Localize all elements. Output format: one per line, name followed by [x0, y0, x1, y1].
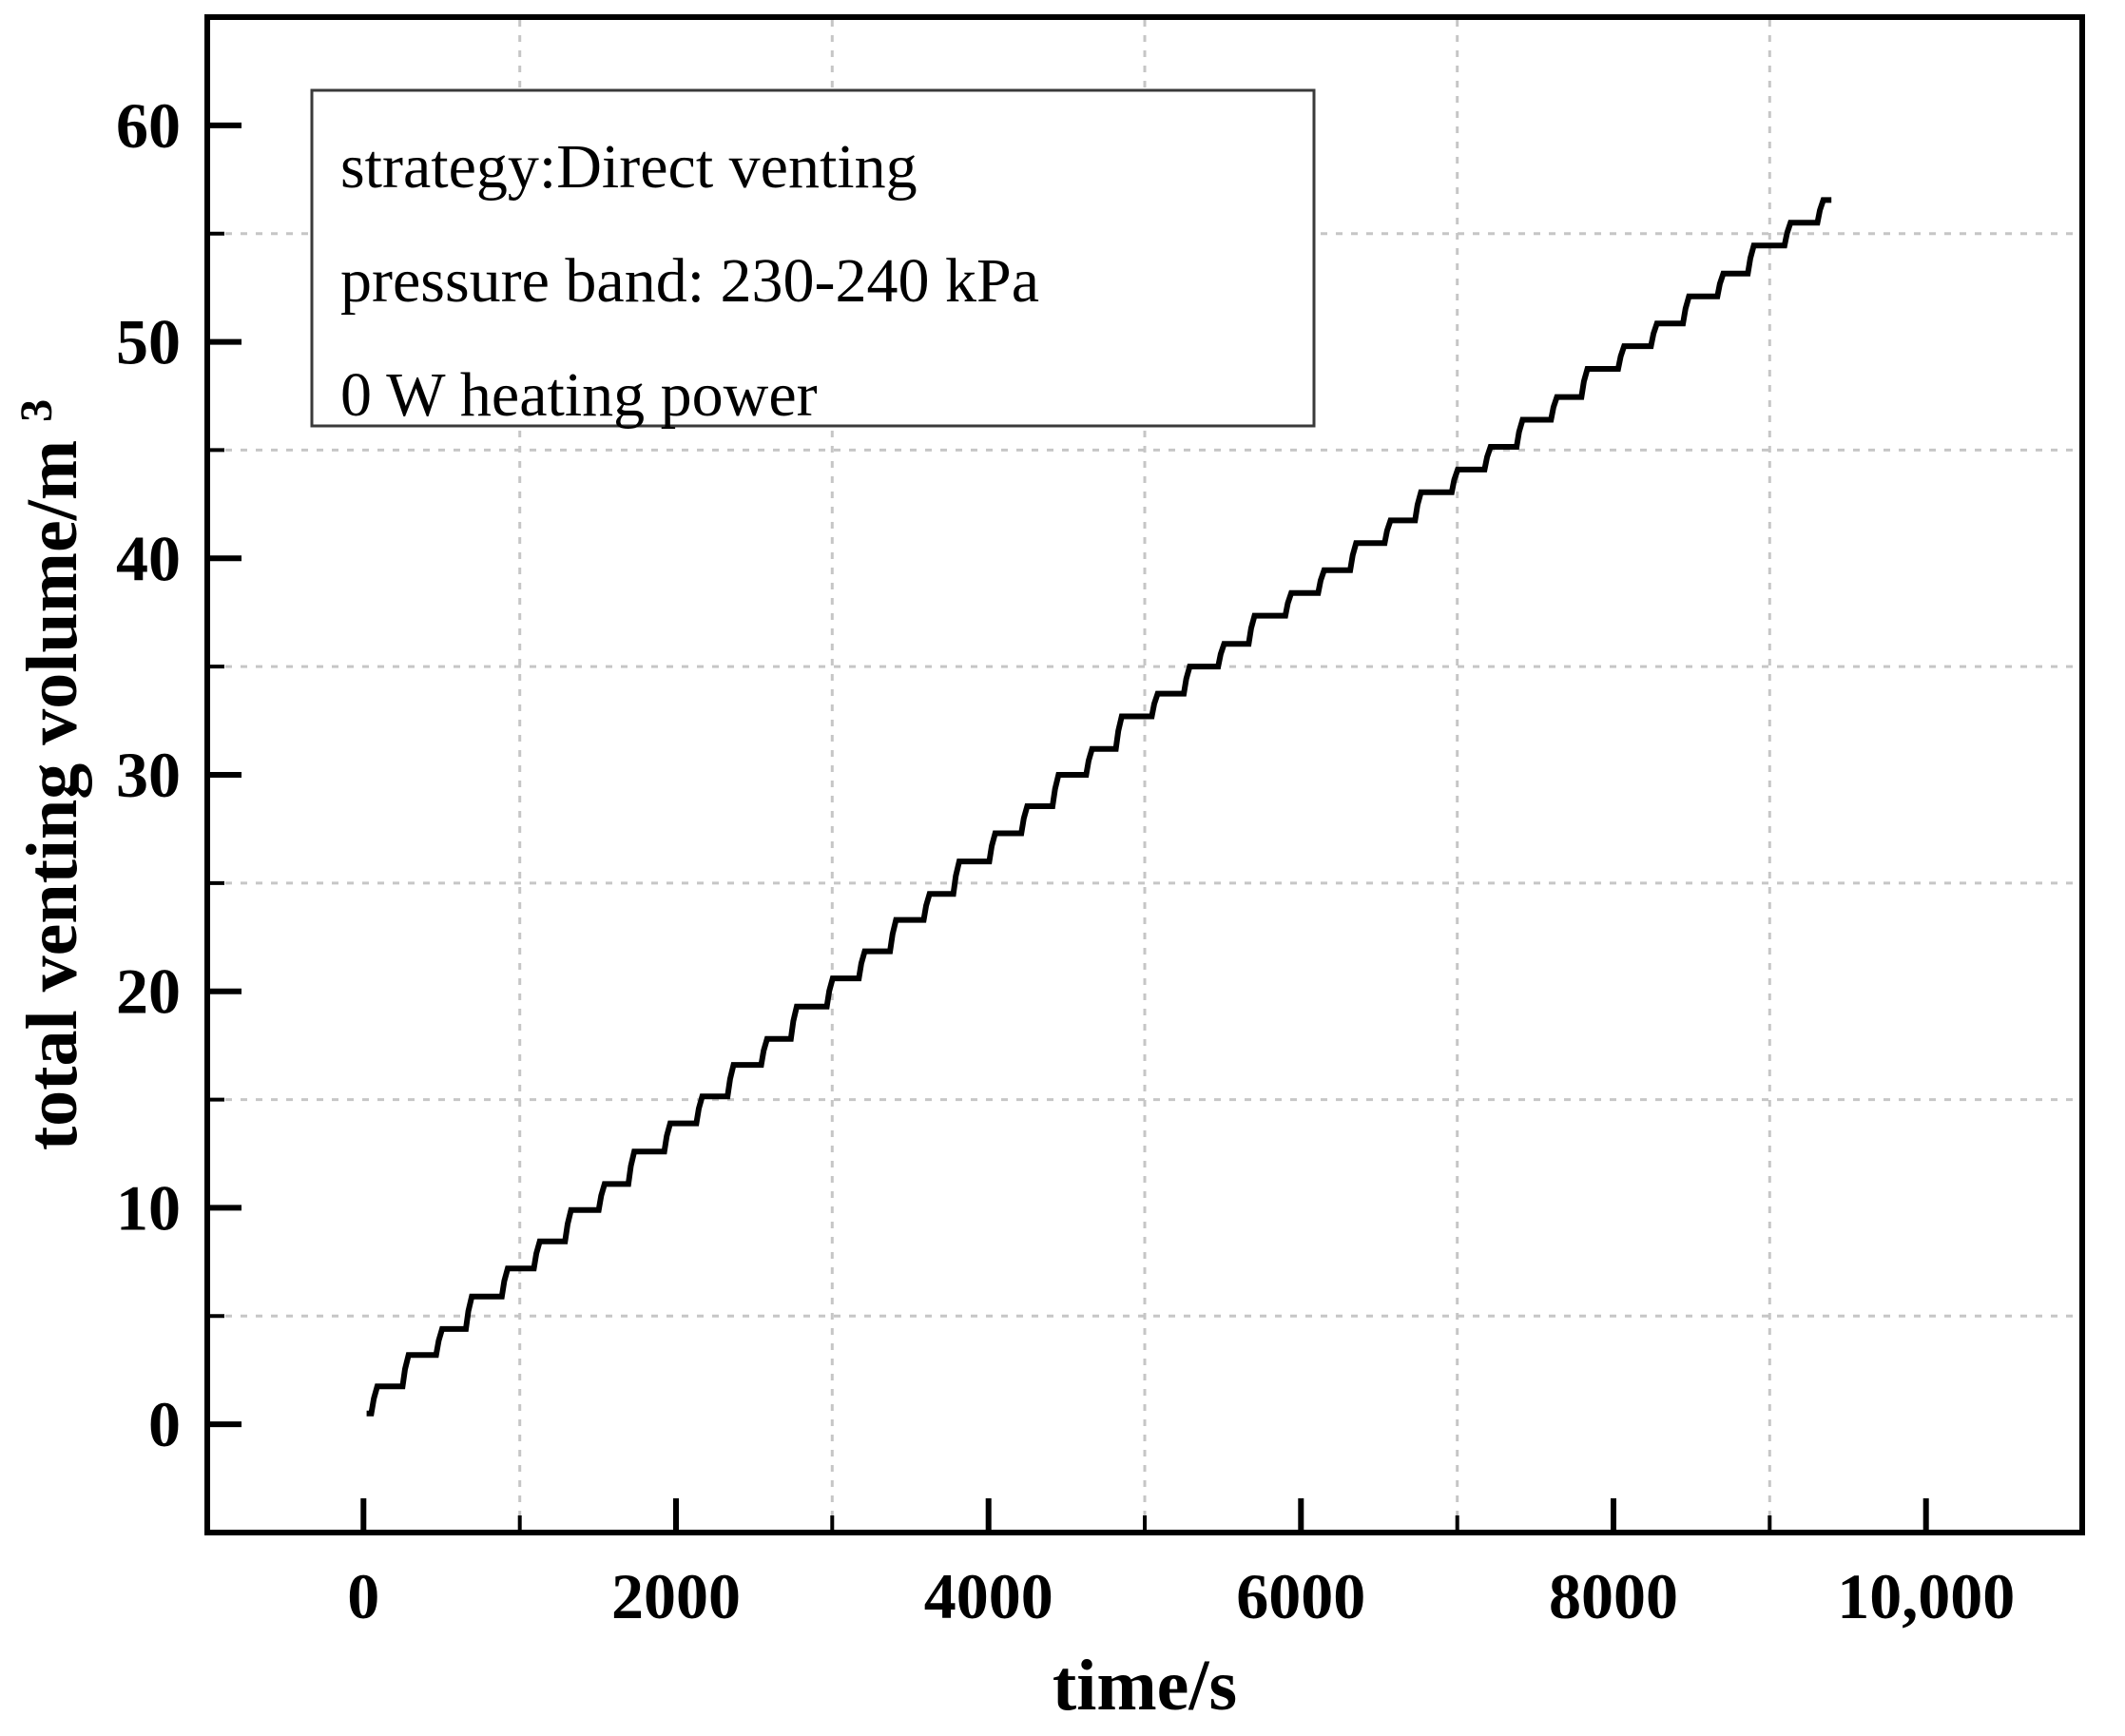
annotation-box: strategy:Direct venting pressure band: 2… [310, 88, 1316, 430]
y-axis-title-base: total venting volume/m [12, 440, 92, 1150]
x-tick-label: 4000 [924, 1560, 1053, 1632]
y-tick-label: 60 [116, 89, 181, 162]
x-tick-label: 2000 [611, 1560, 741, 1632]
y-tick-label: 50 [116, 306, 181, 378]
series-line [366, 197, 1832, 1417]
y-tick-label: 10 [116, 1171, 181, 1244]
x-tick-label: 10,000 [1837, 1560, 2015, 1632]
plot-frame [204, 14, 2085, 1535]
annotation-line-strategy: strategy:Direct venting [340, 132, 918, 202]
y-axis-title: total venting volume/m 3 [11, 399, 92, 1150]
x-axis-title: time/s [1053, 1646, 1237, 1726]
annotation-box-border [310, 88, 1316, 428]
y-tick-label: 40 [116, 522, 181, 594]
annotation-line-heating-power: 0 W heating power [340, 360, 818, 430]
y-tick-label: 20 [116, 955, 181, 1028]
x-tick-label: 0 [347, 1560, 379, 1632]
axis-ticks [207, 122, 1929, 1533]
y-tick-label: 0 [148, 1388, 181, 1460]
annotation-line-pressure-band: pressure band: 230-240 kPa [340, 246, 1039, 316]
axis-tick-labels: 0 2000 4000 6000 8000 10,000 0 10 20 30 40 50 60 [116, 89, 2015, 1632]
y-axis-title-exponent: 3 [11, 399, 62, 422]
series-group [366, 197, 1832, 1417]
x-tick-label: 8000 [1549, 1560, 1678, 1632]
x-tick-label: 6000 [1236, 1560, 1365, 1632]
y-tick-label: 30 [116, 739, 181, 811]
